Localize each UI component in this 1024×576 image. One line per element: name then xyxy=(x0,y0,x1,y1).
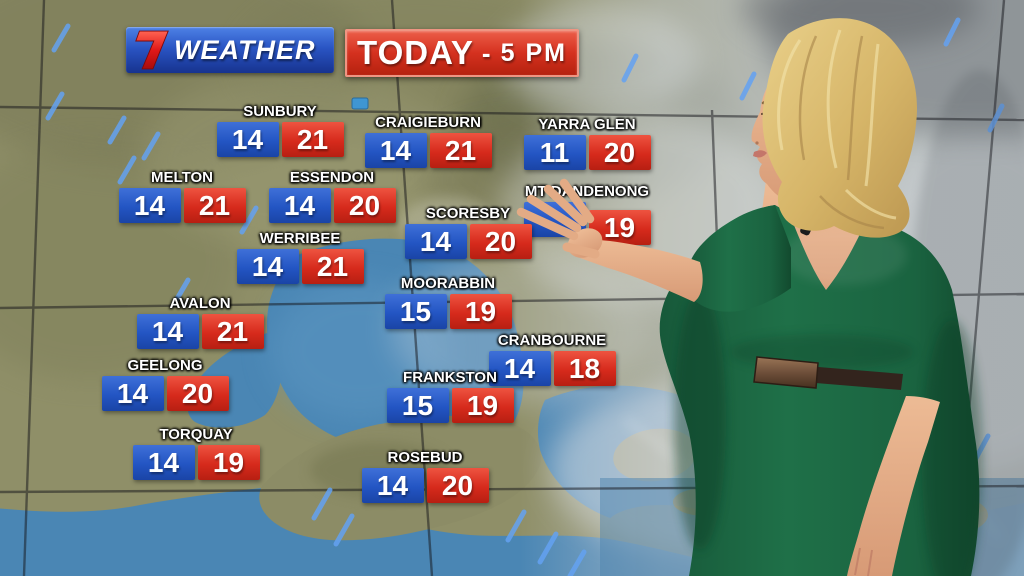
banner-separator: - xyxy=(481,37,491,68)
forecast-time-banner: TODAY - 5 PM xyxy=(345,29,579,77)
station-werribee: WERRIBEE 14 21 xyxy=(210,230,390,284)
presenter-left-sleeve xyxy=(686,205,791,312)
low-temp-badge: 14 xyxy=(101,376,164,411)
high-temp-badge: 20 xyxy=(588,135,651,170)
station-name-label: YARRA GLEN xyxy=(538,116,636,133)
banner-time-label: 5 PM xyxy=(500,38,567,67)
weather-wordmark: WEATHER xyxy=(174,34,316,65)
station-name-label: CRAIGIEBURN xyxy=(375,114,481,131)
high-temp-badge: 20 xyxy=(426,468,489,503)
presenter-hair xyxy=(762,18,917,238)
hair-highlights xyxy=(777,29,897,220)
high-temp-badge: 19 xyxy=(451,388,514,423)
high-temp-badge: 21 xyxy=(183,188,246,223)
station-scoresby: SCORESBY 14 20 xyxy=(378,205,558,259)
low-temp-badge: 14 xyxy=(132,445,195,480)
station-yarra-glen: YARRA GLEN 11 20 xyxy=(497,116,677,170)
station-name-label: CRANBOURNE xyxy=(497,332,607,349)
station-avalon: AVALON 14 21 xyxy=(110,295,290,349)
presenter-hand xyxy=(516,178,603,259)
presenter-lips xyxy=(753,150,767,158)
high-temp-badge: 20 xyxy=(469,224,532,259)
presenter-nostril xyxy=(755,141,759,145)
seven-logo-icon xyxy=(135,30,169,70)
presenter-belt xyxy=(753,356,903,390)
station-moorabbin: MOORABBIN 15 19 xyxy=(358,275,538,329)
station-essendon: ESSENDON 14 20 xyxy=(242,169,422,223)
station-frankston: FRANKSTON 15 19 xyxy=(360,369,540,423)
station-name-label: ROSEBUD xyxy=(387,449,463,466)
low-temp-badge: 15 xyxy=(384,294,447,329)
station-name-label: SUNBURY xyxy=(243,103,317,120)
station-name-label: MELTON xyxy=(151,169,213,186)
station-rosebud: ROSEBUD 14 20 xyxy=(335,449,515,503)
low-temp-badge: 14 xyxy=(404,224,467,259)
station-sunbury: SUNBURY 14 21 xyxy=(190,103,370,157)
low-temp-badge: 15 xyxy=(386,388,449,423)
station-name-label: FRANKSTON xyxy=(403,369,497,386)
low-temp-badge: 14 xyxy=(488,351,551,386)
high-temp-badge: 18 xyxy=(553,351,616,386)
station-name-label: AVALON xyxy=(169,295,231,312)
high-temp-badge: 19 xyxy=(449,294,512,329)
high-temp-badge: 21 xyxy=(201,314,264,349)
low-temp-badge: 14 xyxy=(118,188,181,223)
station-cranbourne: CRANBOURNE 14 18 xyxy=(462,332,642,386)
station-torquay: TORQUAY 14 19 xyxy=(106,426,286,480)
station-craigieburn: CRAIGIEBURN 14 21 xyxy=(338,114,518,168)
low-temp-badge: 11 xyxy=(523,135,586,170)
presenter-thumb xyxy=(562,242,600,259)
high-temp-badge: 21 xyxy=(281,122,344,157)
low-temp-badge: 14 xyxy=(216,122,279,157)
station-melton: MELTON 14 21 xyxy=(92,169,272,223)
low-temp-badge: 14 xyxy=(136,314,199,349)
station-geelong: GEELONG 14 20 xyxy=(75,357,255,411)
banner-day-label: TODAY xyxy=(357,34,474,71)
lake-icon xyxy=(351,97,369,110)
presenter-hanging-arm xyxy=(847,396,940,576)
belt-buckle xyxy=(753,356,819,389)
station-name-label: ESSENDON xyxy=(289,169,375,186)
low-temp-badge: 14 xyxy=(361,468,424,503)
station-name-label: WERRIBEE xyxy=(259,230,341,247)
low-temp-badge: 14 xyxy=(268,188,331,223)
station-name-label: SCORESBY xyxy=(425,205,511,222)
station-name-label: TORQUAY xyxy=(159,426,233,443)
presenter-extended-forearm xyxy=(576,239,703,302)
station-name-label: GEELONG xyxy=(127,357,203,374)
low-temp-badge: 14 xyxy=(364,133,427,168)
station-name-label: MOORABBIN xyxy=(400,275,496,292)
high-temp-badge: 19 xyxy=(197,445,260,480)
low-temp-badge: 14 xyxy=(236,249,299,284)
high-temp-badge: 21 xyxy=(429,133,492,168)
high-temp-badge: 20 xyxy=(166,376,229,411)
high-temp-badge: 20 xyxy=(333,188,396,223)
high-temp-badge: 21 xyxy=(301,249,364,284)
seven-weather-logo: WEATHER xyxy=(126,27,334,73)
